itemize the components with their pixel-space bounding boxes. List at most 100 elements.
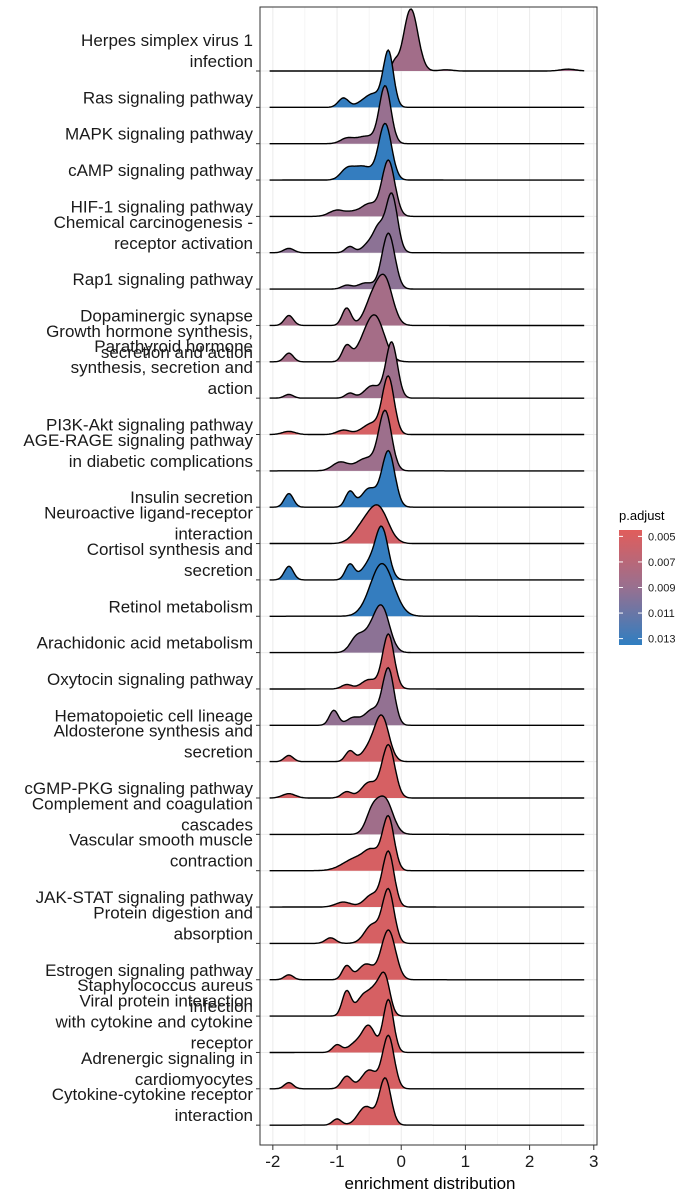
ridge-3 bbox=[269, 122, 585, 181]
ridge-fill bbox=[269, 888, 585, 944]
ridge-outline bbox=[269, 232, 585, 290]
ridge-fill bbox=[269, 50, 585, 108]
ridge-outline bbox=[269, 314, 585, 363]
ridge-outline bbox=[269, 850, 585, 908]
ridge-fill bbox=[269, 410, 585, 471]
ridge-outline bbox=[269, 971, 585, 1017]
ridge-fill bbox=[269, 193, 585, 253]
ridge-29 bbox=[269, 1077, 585, 1126]
ridge-outline bbox=[269, 743, 585, 799]
y-label: Estrogen signaling pathway bbox=[45, 961, 253, 980]
legend-ticks: 0.005 0.007 0.009 0.011 0.013 bbox=[619, 531, 676, 646]
ridge-outline bbox=[269, 887, 585, 945]
ridge-outline bbox=[269, 409, 585, 472]
ridge-fill bbox=[269, 85, 585, 144]
ridge-fill bbox=[269, 563, 585, 617]
ridge-16 bbox=[269, 604, 585, 654]
ridge-fill bbox=[269, 972, 585, 1017]
ridges bbox=[269, 8, 585, 1126]
ridge-7 bbox=[269, 273, 585, 327]
ridge-15 bbox=[269, 562, 585, 617]
y-label: Adrenergic signaling in cardiomyocytes bbox=[81, 1049, 253, 1089]
legend-tick-label: 0.011 bbox=[648, 608, 675, 620]
legend-tick-label: 0.009 bbox=[648, 583, 676, 595]
legend-colorbar bbox=[619, 530, 642, 645]
y-label: Vascular smooth muscle contraction bbox=[69, 831, 253, 871]
ridge-27 bbox=[269, 998, 585, 1054]
ridge-25 bbox=[269, 929, 585, 981]
ridge-outline bbox=[269, 192, 585, 254]
y-label: Staphylococcus aureus infection bbox=[77, 976, 253, 1016]
ridge-outline bbox=[269, 814, 585, 872]
x-axis: -2 -1 0 1 2 3 bbox=[265, 1145, 599, 1171]
ridge-fill bbox=[269, 815, 585, 871]
y-label: Dopaminergic synapse bbox=[80, 306, 253, 325]
y-label: Insulin secretion bbox=[130, 488, 253, 507]
y-axis-labels: Herpes simplex virus 1 infection Ras signa… bbox=[23, 31, 260, 1126]
ridge-outline bbox=[269, 604, 585, 654]
legend-title: p.adjust bbox=[619, 508, 665, 523]
ridge-outline bbox=[269, 341, 585, 399]
ridge-fill bbox=[269, 450, 585, 508]
legend: p.adjust 0.005 0.007 0.009 0.011 0.013 bbox=[619, 508, 676, 646]
ridge-fill bbox=[269, 634, 585, 689]
y-label: HIF-1 signaling pathway bbox=[71, 197, 254, 216]
ridge-outline bbox=[269, 49, 585, 108]
y-label: Arachidonic acid metabolism bbox=[37, 634, 253, 653]
ridge-9 bbox=[269, 341, 585, 399]
ridge-fill bbox=[269, 1035, 585, 1089]
y-label: Neuroactive ligand-receptor interaction bbox=[44, 504, 253, 544]
ridge-fill bbox=[269, 9, 585, 72]
ridge-18 bbox=[269, 666, 585, 726]
ridge-fill bbox=[269, 375, 585, 435]
x-tick-label: 3 bbox=[589, 1152, 598, 1171]
legend-tick-label: 0.013 bbox=[648, 634, 676, 646]
ridge-outline bbox=[269, 159, 585, 218]
ridge-fill bbox=[269, 1077, 585, 1126]
ridge-fill bbox=[269, 160, 585, 217]
legend-tick-label: 0.005 bbox=[648, 531, 676, 543]
ridge-outline bbox=[269, 998, 585, 1054]
y-label: Retinol metabolism bbox=[108, 597, 253, 616]
ridge-fill bbox=[269, 851, 585, 908]
ridge-1 bbox=[269, 49, 585, 108]
y-label: Aldosterone synthesis and secretion bbox=[54, 722, 253, 762]
ridge-outline bbox=[269, 374, 585, 436]
y-label: Protein digestion and absorption bbox=[93, 903, 253, 943]
ridge-13 bbox=[269, 504, 585, 545]
y-label: Complement and coagulation cascades bbox=[32, 794, 253, 834]
y-label: cAMP signaling pathway bbox=[68, 161, 253, 180]
ridge-fill bbox=[269, 667, 585, 726]
ridge-0 bbox=[269, 8, 585, 72]
ridge-11 bbox=[269, 409, 585, 472]
ridge-26 bbox=[269, 971, 585, 1017]
ridge-fill bbox=[269, 744, 585, 798]
ridge-24 bbox=[269, 887, 585, 945]
y-label: Hematopoietic cell lineage bbox=[55, 706, 253, 725]
x-tick-label: -2 bbox=[265, 1152, 280, 1171]
ridge-10 bbox=[269, 374, 585, 436]
ridge-12 bbox=[269, 449, 585, 508]
ridge-outline bbox=[269, 1034, 585, 1090]
ridge-21 bbox=[269, 795, 585, 836]
ridge-outline bbox=[269, 714, 585, 763]
ridge-outline bbox=[269, 795, 585, 836]
ridge-2 bbox=[269, 84, 585, 145]
grid-lines bbox=[260, 7, 597, 1145]
ridge-fill bbox=[269, 929, 585, 980]
ridge-fill bbox=[269, 796, 585, 835]
y-label: cGMP-PKG signaling pathway bbox=[24, 779, 253, 798]
ridge-fill bbox=[269, 526, 585, 580]
ridge-fill bbox=[269, 604, 585, 653]
x-tick-label: -1 bbox=[329, 1152, 344, 1171]
y-label: Herpes simplex virus 1 infection bbox=[81, 31, 253, 71]
ridge-outline bbox=[269, 8, 585, 72]
y-label: Cortisol synthesis and secretion bbox=[87, 540, 253, 580]
ridge-outline bbox=[269, 449, 585, 508]
y-label: Oxytocin signaling pathway bbox=[47, 670, 254, 689]
x-tick-label: 1 bbox=[461, 1152, 470, 1171]
ridge-outline bbox=[269, 929, 585, 981]
ridge-fill bbox=[269, 999, 585, 1053]
ridge-outline bbox=[269, 273, 585, 327]
